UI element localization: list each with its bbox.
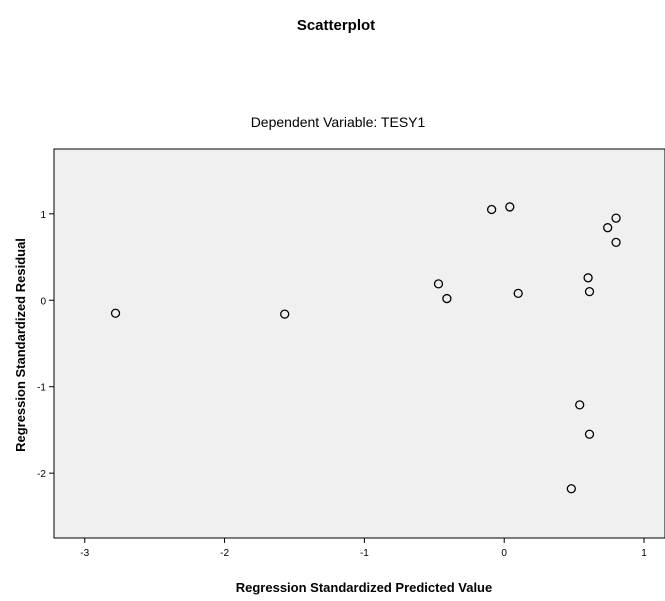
- x-tick-label: -1: [360, 548, 369, 559]
- y-tick-label: 1: [40, 210, 46, 221]
- scatter-point: [584, 286, 595, 297]
- x-tick-label: 0: [501, 548, 507, 559]
- scatter-point: [433, 279, 444, 289]
- scatter-point: [280, 309, 290, 319]
- chart-title: Scatterplot: [297, 17, 375, 34]
- x-axis-ticks: -3 -2 -1 0 1: [80, 538, 647, 559]
- x-axis-label: Regression Standardized Predicted Value: [236, 580, 492, 595]
- y-axis-ticks: 1 0 -1 -2: [37, 210, 54, 480]
- scatter-point: [611, 237, 621, 248]
- y-tick-label: -1: [37, 383, 46, 394]
- x-tick-label: 1: [641, 548, 647, 559]
- scatter-point: [584, 429, 595, 439]
- scatter-point: [513, 288, 523, 299]
- y-tick-label: -2: [37, 469, 46, 480]
- scatter-point: [566, 484, 576, 494]
- scatter-point: [611, 213, 621, 223]
- data-points: [110, 202, 621, 494]
- chart-subtitle: Dependent Variable: TESY1: [251, 114, 426, 130]
- scatter-point: [575, 400, 585, 410]
- y-axis-label: Regression Standardized Residual: [13, 238, 28, 452]
- scatter-point: [110, 308, 121, 318]
- x-tick-label: -3: [80, 548, 89, 559]
- y-tick-label: 0: [40, 296, 46, 307]
- scatter-point: [486, 204, 497, 215]
- scatter-point: [583, 273, 593, 283]
- scatter-point: [603, 223, 613, 233]
- scatter-point: [442, 293, 452, 304]
- x-tick-label: -2: [220, 548, 229, 559]
- plot-area: [53, 148, 665, 539]
- scatter-point: [505, 202, 515, 212]
